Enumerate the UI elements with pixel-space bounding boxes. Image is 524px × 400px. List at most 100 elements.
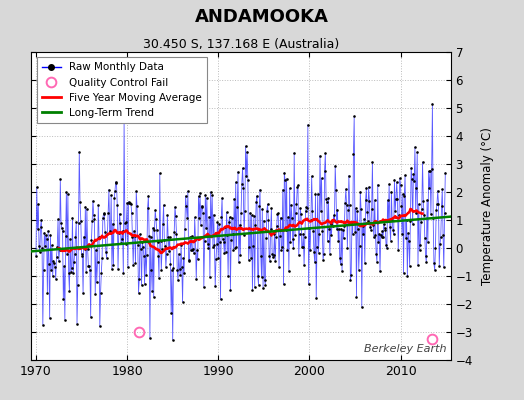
Point — [352, 293, 361, 300]
Point — [373, 259, 381, 265]
Point — [280, 170, 289, 176]
Point — [137, 282, 146, 288]
Point — [108, 220, 117, 227]
Point — [36, 249, 44, 255]
Point — [95, 323, 104, 330]
Point — [299, 230, 308, 237]
Point — [438, 186, 446, 192]
Point — [356, 188, 365, 195]
Point — [402, 217, 411, 224]
Point — [332, 187, 340, 194]
Point — [423, 197, 431, 203]
Point — [132, 188, 140, 194]
Point — [350, 113, 358, 120]
Point — [58, 228, 67, 234]
Point — [428, 100, 436, 107]
Point — [170, 229, 178, 236]
Point — [115, 230, 123, 237]
Point — [428, 166, 436, 172]
Point — [195, 214, 203, 221]
Point — [213, 241, 221, 248]
Point — [308, 173, 316, 179]
Point — [205, 214, 213, 220]
Point — [232, 244, 241, 250]
Point — [300, 262, 308, 268]
Point — [239, 185, 247, 192]
Point — [413, 149, 421, 156]
Point — [354, 226, 362, 233]
Point — [186, 234, 194, 240]
Point — [424, 168, 433, 175]
Point — [50, 260, 58, 267]
Point — [159, 202, 168, 208]
Point — [194, 193, 203, 200]
Point — [343, 245, 352, 252]
Point — [355, 267, 363, 273]
Point — [424, 238, 432, 245]
Point — [198, 202, 206, 209]
Point — [102, 248, 110, 255]
Point — [328, 218, 336, 224]
Point — [285, 268, 293, 274]
Point — [314, 249, 323, 256]
Point — [222, 249, 230, 255]
Point — [260, 277, 269, 283]
Point — [407, 165, 416, 171]
Point — [167, 310, 176, 316]
Point — [230, 246, 238, 253]
Point — [231, 245, 239, 252]
Point — [44, 228, 52, 234]
Point — [113, 202, 122, 209]
Point — [160, 237, 169, 244]
Point — [64, 190, 72, 197]
Point — [268, 251, 276, 258]
Point — [365, 198, 374, 204]
Point — [138, 239, 147, 246]
Point — [176, 266, 184, 272]
Point — [174, 277, 182, 283]
Point — [303, 204, 311, 211]
Point — [237, 181, 246, 188]
Point — [433, 201, 441, 207]
Point — [215, 238, 224, 245]
Point — [272, 222, 281, 229]
Point — [51, 275, 60, 282]
Point — [135, 276, 144, 282]
Point — [68, 265, 76, 272]
Point — [106, 230, 115, 236]
Point — [401, 172, 409, 178]
Point — [107, 192, 115, 199]
Point — [71, 234, 80, 240]
Point — [142, 272, 150, 278]
Point — [418, 205, 426, 212]
Point — [375, 230, 384, 237]
Point — [298, 244, 306, 250]
Point — [77, 217, 85, 224]
Point — [204, 245, 213, 251]
Point — [296, 205, 304, 211]
Point — [331, 162, 340, 169]
Point — [412, 184, 421, 191]
Point — [96, 290, 105, 296]
Point — [78, 253, 86, 260]
Point — [192, 276, 200, 283]
Point — [220, 250, 228, 256]
Point — [182, 203, 191, 209]
Title: 30.450 S, 137.168 E (Australia): 30.450 S, 137.168 E (Australia) — [143, 38, 339, 51]
Point — [406, 262, 414, 269]
Point — [316, 152, 324, 159]
Point — [250, 213, 258, 219]
Point — [409, 221, 417, 228]
Point — [235, 222, 244, 228]
Point — [91, 290, 100, 297]
Point — [132, 260, 140, 266]
Point — [92, 246, 100, 253]
Point — [267, 205, 276, 212]
Point — [143, 252, 151, 258]
Point — [181, 226, 189, 232]
Point — [272, 234, 280, 240]
Point — [208, 192, 216, 198]
Point — [98, 255, 106, 261]
Point — [294, 252, 303, 258]
Point — [379, 234, 387, 240]
